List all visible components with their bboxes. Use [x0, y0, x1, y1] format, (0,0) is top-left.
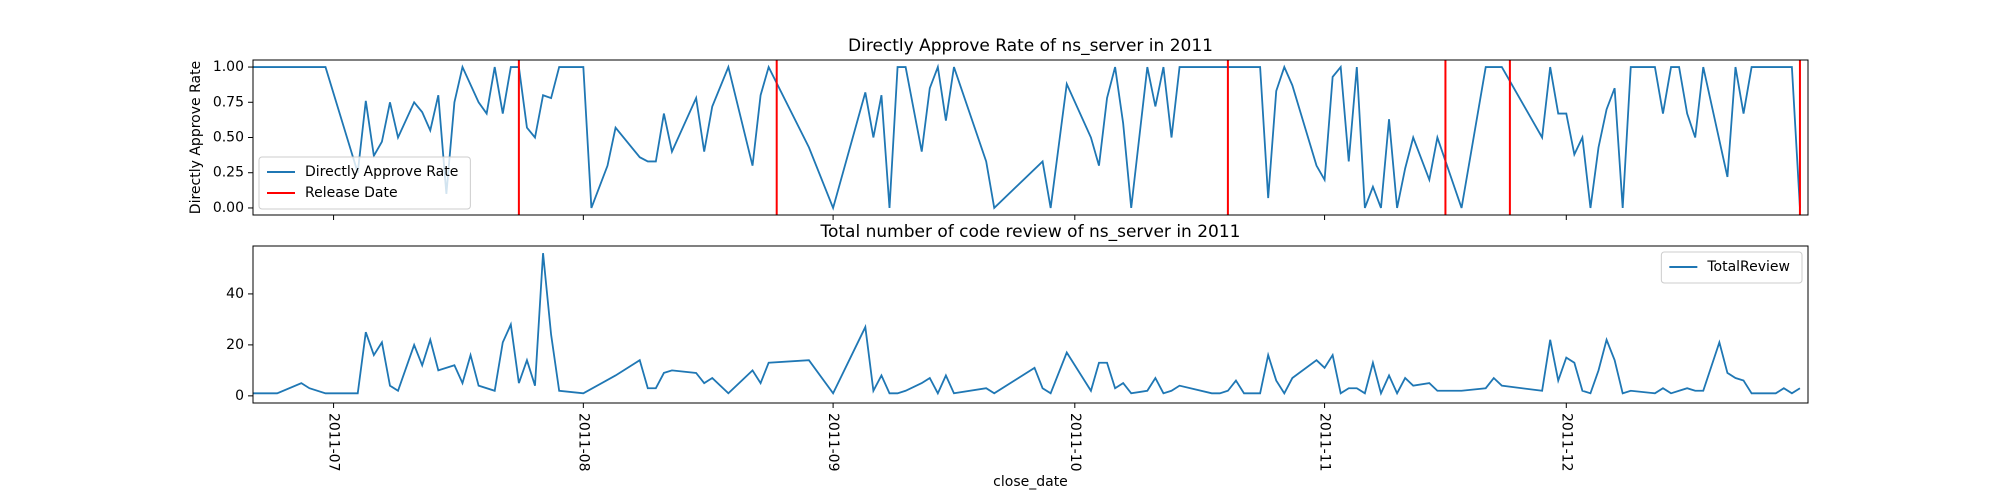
x-tick-label: 2011-12 [1558, 413, 1574, 472]
data-line [253, 253, 1801, 396]
y-tick-label: 0 [235, 388, 244, 404]
x-axis-label: close_date [993, 474, 1068, 490]
data-line [253, 63, 1801, 211]
y-tick-label: 0.50 [213, 130, 244, 146]
axes-frame [252, 245, 1809, 404]
x-tick-label: 2011-10 [1067, 413, 1083, 472]
y-tick-label: 40 [226, 286, 244, 302]
legend-label: TotalReview [1706, 259, 1790, 275]
y-tick-label: 0.00 [213, 200, 244, 216]
legend-label: Directly Approve Rate [305, 164, 458, 180]
legend-box [258, 156, 471, 210]
chart-title: Total number of code review of ns_server… [820, 222, 1241, 242]
y-tick-label: 0.25 [213, 165, 244, 181]
chart-title: Directly Approve Rate of ns_server in 20… [848, 36, 1213, 56]
legend: TotalReview [1660, 251, 1803, 284]
y-axis-label: Directly Approve Rate [188, 61, 204, 214]
x-tick-label: 2011-08 [575, 413, 591, 472]
y-tick-label: 0.75 [213, 94, 244, 110]
legend-label: Release Date [305, 185, 398, 201]
x-tick-label: 2011-09 [825, 413, 841, 472]
legend: Directly Approve Rate Release Date [258, 156, 471, 210]
x-tick-label: 2011-11 [1317, 413, 1333, 472]
y-tick-label: 20 [226, 337, 244, 353]
legend-box [1660, 251, 1803, 284]
y-tick-label: 1.00 [213, 59, 244, 75]
axes-frame [252, 59, 1809, 216]
x-tick-label: 2011-07 [326, 413, 342, 472]
